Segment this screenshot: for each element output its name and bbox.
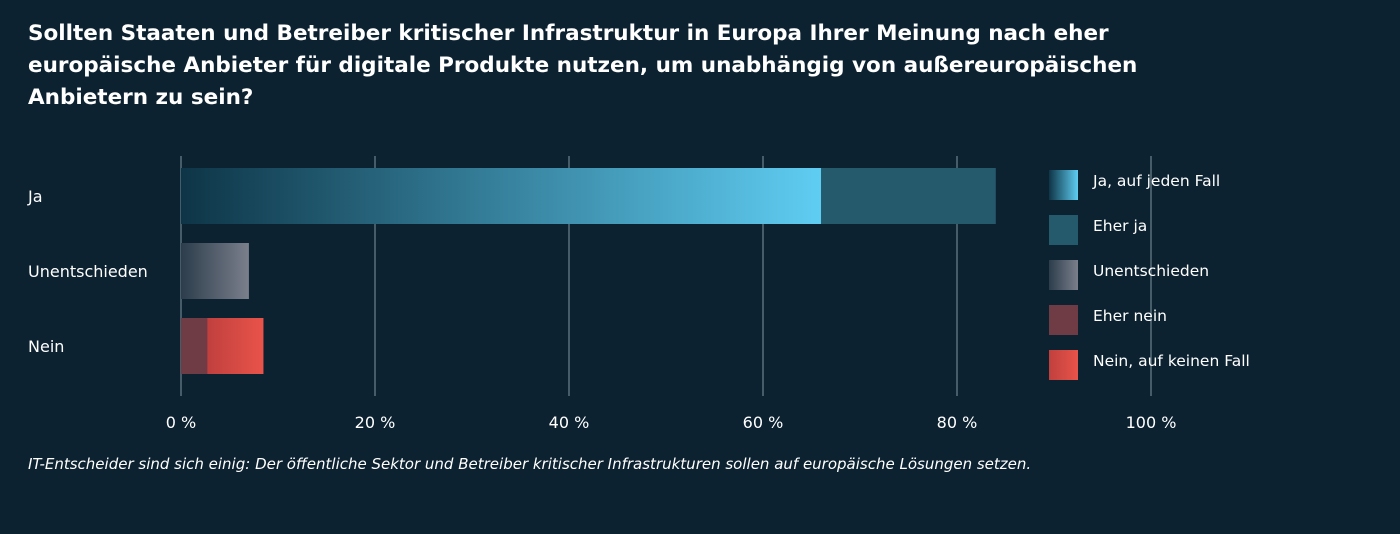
bar-nein-nein-auf-keinen-fall xyxy=(207,318,264,374)
tick-label-80: 80 % xyxy=(937,413,978,432)
x-axis-tick-labels: 0 % 20 % 40 % 60 % 80 % 100 % xyxy=(166,413,1177,432)
bar-unentschieden-unentschieden xyxy=(181,243,249,299)
tick-label-20: 20 % xyxy=(355,413,396,432)
legend-swatch-nein-auf-keinen-fall xyxy=(1049,350,1078,380)
legend-swatch-eher-nein xyxy=(1049,305,1078,335)
legend-label-eher-ja: Eher ja xyxy=(1093,217,1147,235)
bar-ja-ja-auf-jeden-fall xyxy=(181,168,822,224)
chart-caption: IT-Entscheider sind sich einig: Der öffe… xyxy=(28,455,1032,473)
tick-label-0: 0 % xyxy=(166,413,196,432)
tick-label-100: 100 % xyxy=(1126,413,1177,432)
category-labels: Ja Unentschieden Nein xyxy=(27,187,148,356)
bar-nein-eher-nein xyxy=(181,318,208,374)
category-label-unentschieden: Unentschieden xyxy=(28,262,148,281)
category-label-nein: Nein xyxy=(28,337,64,356)
legend-label-ja-auf-jeden-fall: Ja, auf jeden Fall xyxy=(1092,172,1220,190)
legend: Ja, auf jeden Fall Eher ja Unentschieden Eh… xyxy=(1049,170,1250,380)
legend-swatch-unentschieden xyxy=(1049,260,1078,290)
category-label-ja: Ja xyxy=(27,187,43,206)
bar-ja-eher-ja xyxy=(821,168,996,224)
legend-label-nein-auf-keinen-fall: Nein, auf keinen Fall xyxy=(1093,352,1250,370)
legend-swatch-ja-auf-jeden-fall xyxy=(1049,170,1078,200)
tick-label-40: 40 % xyxy=(549,413,590,432)
legend-label-unentschieden: Unentschieden xyxy=(1093,262,1209,280)
chart-title: Sollten Staaten und Betreiber kritischer… xyxy=(28,21,1138,110)
legend-label-eher-nein: Eher nein xyxy=(1093,307,1167,325)
tick-label-60: 60 % xyxy=(743,413,784,432)
legend-swatch-eher-ja xyxy=(1049,215,1078,245)
bars xyxy=(181,168,996,374)
